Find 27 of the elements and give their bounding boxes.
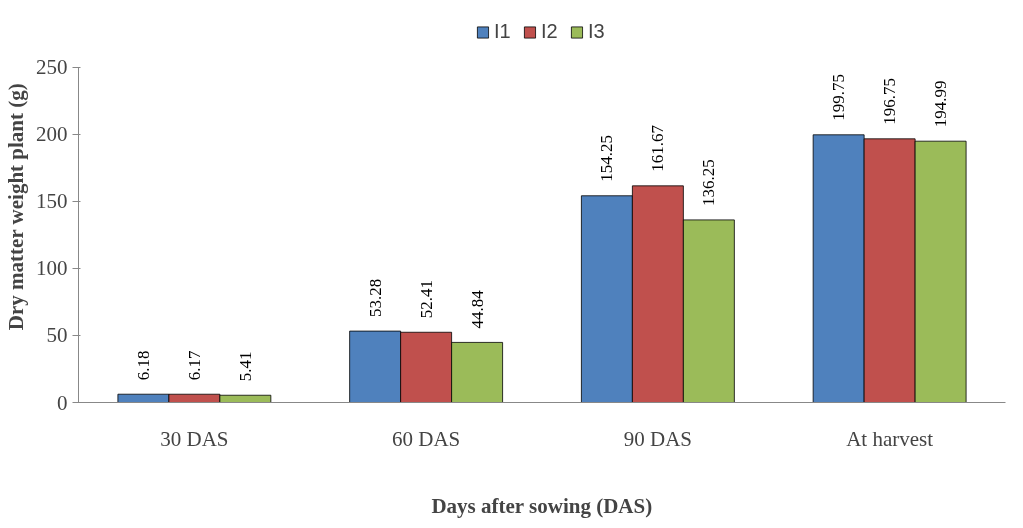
y-tick-label: 250 — [36, 55, 68, 80]
y-tick-label: 150 — [36, 189, 68, 214]
y-tick-label: 0 — [57, 390, 68, 415]
y-tick-label: 200 — [36, 122, 68, 147]
x-tick-label: 30 DAS — [160, 426, 229, 451]
x-tick-label: 90 DAS — [623, 426, 693, 451]
data-label: 6.17 — [184, 349, 204, 381]
x-tick-label: At harvest — [846, 426, 934, 451]
legend-label: I1 — [494, 20, 512, 43]
data-label: 196.75 — [880, 78, 900, 125]
y-tick-label: 50 — [46, 323, 68, 348]
data-label: 5.41 — [235, 351, 255, 382]
data-label: 161.67 — [648, 124, 668, 172]
data-label: 52.41 — [416, 280, 436, 319]
data-label: 44.84 — [467, 289, 487, 329]
y-axis-title: Dry matter weight plant (g) — [4, 83, 28, 331]
legend-label: I3 — [588, 20, 606, 43]
y-tick-label: 100 — [36, 256, 68, 281]
data-label: 6.18 — [133, 350, 153, 381]
data-label: 53.28 — [365, 278, 385, 318]
data-label: 199.75 — [829, 74, 849, 121]
data-label: 136.25 — [699, 159, 719, 206]
x-tick-label: 60 DAS — [391, 426, 461, 451]
data-label: 154.25 — [597, 135, 617, 182]
x-axis-title: Days after sowing (DAS) — [431, 493, 653, 518]
data-label: 194.99 — [931, 80, 951, 128]
legend-label: I2 — [541, 20, 559, 43]
